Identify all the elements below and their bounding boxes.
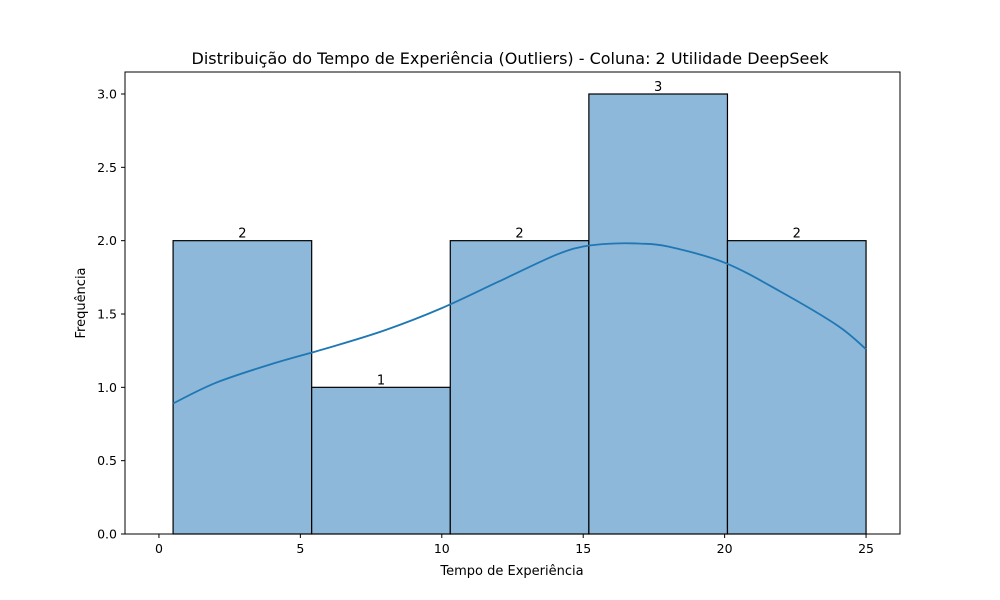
- y-tick-label: 2.5: [97, 160, 117, 175]
- x-tick-label: 5: [296, 541, 304, 556]
- histogram-bar: [726, 240, 867, 535]
- plot-frame: [124, 71, 901, 535]
- y-tick-label: 3.0: [97, 87, 117, 102]
- histogram-bar: [449, 240, 590, 535]
- y-axis: 0.0 0.5 1.0 1.5 2.0 2.5 3.0: [97, 87, 125, 542]
- bar-count-label: 2: [793, 227, 801, 242]
- x-tick-label: 20: [717, 541, 733, 556]
- bars-layer: [172, 93, 867, 535]
- x-axis-label: Tempo de Experiência: [439, 564, 583, 579]
- histogram-bar: [311, 386, 451, 535]
- x-axis: 0 5 10 15 20 25: [155, 534, 874, 556]
- chart-title: Distribuição do Tempo de Experiência (Ou…: [192, 49, 830, 68]
- kde-curve: [172, 242, 867, 405]
- y-tick-label: 1.0: [97, 380, 117, 395]
- y-axis-label: Frequência: [74, 267, 89, 338]
- bar-count-label: 2: [515, 227, 523, 242]
- bar-count-label: 2: [238, 227, 246, 242]
- x-tick-label: 25: [858, 541, 874, 556]
- histogram-bar: [172, 240, 313, 535]
- bar-count-label: 1: [377, 373, 385, 388]
- data-labels-layer: 2 1 2 3 2: [238, 80, 801, 388]
- histogram-bar: [588, 93, 729, 535]
- x-tick-label: 10: [434, 541, 450, 556]
- x-tick-label: 0: [155, 541, 163, 556]
- y-tick-label: 0.0: [97, 527, 117, 542]
- x-tick-label: 15: [575, 541, 591, 556]
- y-tick-label: 2.0: [97, 233, 117, 248]
- bar-count-label: 3: [654, 80, 662, 95]
- y-tick-label: 0.5: [97, 453, 117, 468]
- y-tick-label: 1.5: [97, 307, 117, 322]
